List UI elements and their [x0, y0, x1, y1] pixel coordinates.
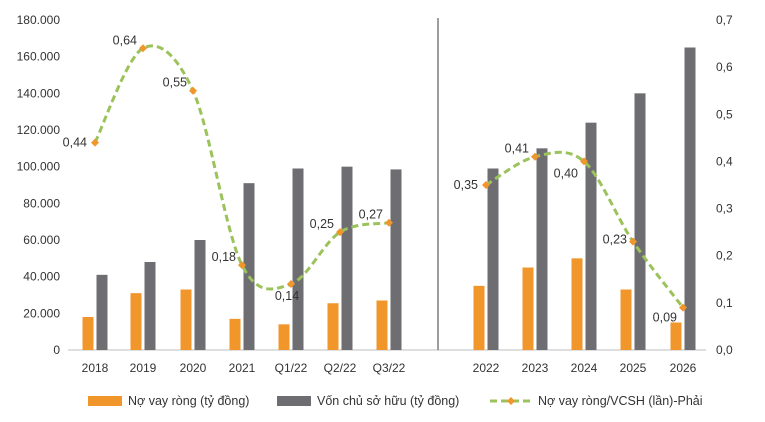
- ratio-data-label: 0,14: [275, 289, 299, 303]
- right-tick-label: 0,6: [716, 60, 733, 74]
- right-tick-label: 0,2: [716, 249, 733, 263]
- equity-bar: [634, 93, 646, 350]
- ratio-marker: [189, 86, 197, 95]
- net-debt-bar: [670, 322, 682, 350]
- legend-label-equity: Vốn chủ sở hữu (tỷ đồng): [317, 394, 459, 408]
- ratio-data-label: 0,27: [359, 208, 383, 222]
- equity-bar: [585, 122, 597, 351]
- left-tick-label: 160.000: [17, 50, 61, 64]
- ratio-data-label: 0,25: [310, 217, 334, 231]
- equity-bar: [341, 166, 353, 350]
- ratio-data-label: 0,55: [163, 76, 187, 90]
- net-debt-bar: [522, 267, 534, 350]
- ratio-marker: [238, 261, 246, 270]
- net-debt-bar: [620, 289, 632, 350]
- ratio-marker: [629, 237, 637, 246]
- equity-bar: [684, 47, 696, 350]
- net-debt-bar: [180, 289, 192, 350]
- x-tick-label: 2021: [229, 361, 256, 375]
- legend-label-ratio: Nợ vay ròng/VCSH (lần)-Phải: [538, 394, 703, 408]
- legend-swatch-equity: [277, 396, 311, 406]
- ratio-marker: [679, 303, 687, 312]
- left-tick-label: 120.000: [17, 123, 61, 137]
- ratio-data-label: 0,41: [505, 142, 529, 156]
- x-tick-label: Q1/22: [275, 361, 308, 375]
- x-tick-label: 2024: [571, 361, 598, 375]
- right-tick-label: 0,1: [716, 296, 733, 310]
- ratio-marker: [336, 228, 344, 237]
- left-tick-label: 60.000: [23, 233, 60, 247]
- ratio-line-forecast: [485, 150, 685, 309]
- x-tick-label: 2025: [620, 361, 647, 375]
- right-tick-label: 0,0: [716, 343, 733, 357]
- ratio-data-label: 0,40: [554, 166, 578, 180]
- ratio-marker: [91, 138, 99, 147]
- ratio-marker: [580, 157, 588, 166]
- x-tick-label: 2022: [473, 361, 500, 375]
- left-tick-label: 0: [53, 343, 60, 357]
- data-labels: 0,44 0,64 0,55 0,18 0,14 0,25 0,27 0,35 0,41 0,40…: [63, 33, 677, 324]
- left-tick-label: 180.000: [17, 13, 61, 27]
- equity-bar: [144, 262, 156, 350]
- ratio-marker: [287, 280, 295, 288]
- ratio-data-label: 0,44: [63, 136, 87, 150]
- x-tick-label: 2019: [130, 361, 157, 375]
- net-debt-bar: [278, 324, 290, 350]
- legend-label-net-debt: Nợ vay ròng (tỷ đồng): [128, 394, 249, 408]
- x-tick-label: 2026: [670, 361, 697, 375]
- axes: 0 20.000 40.000 60.000 80.000 100.000 120.000 1…: [17, 13, 733, 375]
- ratio-line: [91, 44, 687, 312]
- x-tick-label: 2020: [180, 361, 207, 375]
- ratio-data-label: 0,35: [454, 178, 478, 192]
- x-tick-label: 2018: [82, 361, 109, 375]
- bars: [82, 47, 696, 351]
- x-tick-label: 2023: [522, 361, 549, 375]
- equity-bar: [487, 168, 499, 350]
- legend-marker-ratio: [507, 397, 515, 405]
- left-tick-label: 20.000: [23, 306, 60, 320]
- net-debt-bar: [130, 293, 142, 350]
- net-debt-bar: [327, 303, 339, 350]
- right-tick-label: 0,4: [716, 154, 733, 168]
- ratio-marker: [385, 218, 393, 227]
- legend: Nợ vay ròng (tỷ đồng) Vốn chủ sở hữu (tỷ …: [88, 394, 703, 408]
- net-debt-bar: [473, 285, 485, 350]
- net-debt-bar: [229, 318, 241, 350]
- equity-bar: [243, 183, 255, 350]
- ratio-marker: [531, 152, 539, 161]
- left-tick-label: 80.000: [23, 196, 60, 210]
- right-tick-label: 0,7: [716, 13, 733, 27]
- left-tick-label: 140.000: [17, 86, 61, 100]
- equity-bar: [292, 168, 304, 350]
- legend-swatch-net-debt: [88, 396, 122, 406]
- ratio-data-label: 0,64: [113, 33, 137, 47]
- ratio-data-label: 0,23: [603, 233, 627, 247]
- x-tick-label: Q2/22: [324, 361, 357, 375]
- x-tick-label: Q3/22: [373, 361, 406, 375]
- equity-bar: [536, 148, 548, 350]
- equity-bar: [96, 274, 108, 350]
- net-debt-bar: [82, 317, 94, 350]
- ratio-data-label: 0,18: [212, 250, 236, 264]
- net-debt-bar: [571, 258, 583, 350]
- equity-bar: [390, 169, 402, 350]
- ratio-data-label: 0,09: [653, 311, 677, 325]
- left-tick-label: 40.000: [23, 270, 60, 284]
- left-tick-label: 100.000: [17, 160, 61, 174]
- ratio-line-historical: [93, 44, 390, 291]
- equity-bar: [194, 240, 206, 350]
- right-tick-label: 0,5: [716, 107, 733, 121]
- right-tick-label: 0,3: [716, 202, 733, 216]
- ratio-marker: [139, 44, 147, 53]
- ratio-marker: [482, 181, 490, 189]
- net-debt-bar: [376, 300, 388, 350]
